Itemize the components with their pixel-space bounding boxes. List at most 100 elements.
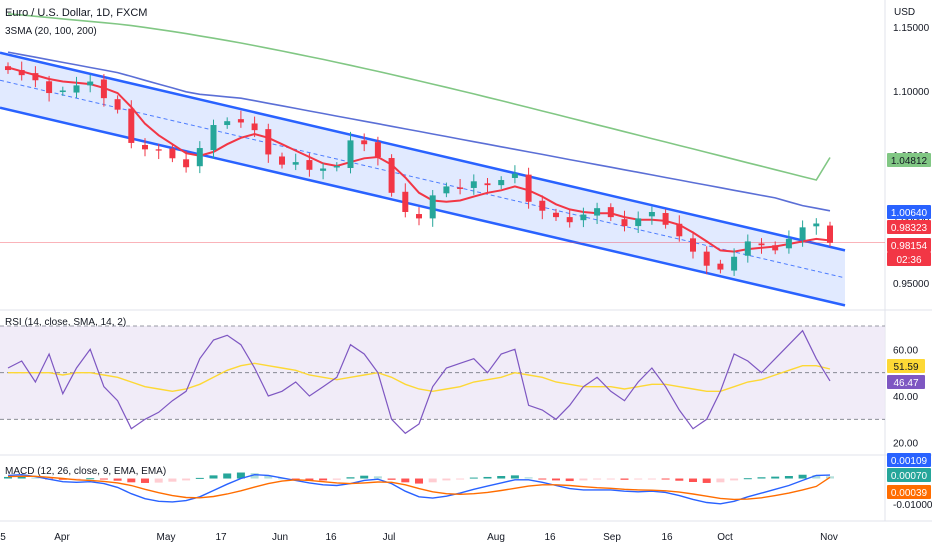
time-axis-label: Oct	[717, 532, 733, 543]
macd-histogram-bar	[510, 475, 519, 479]
candle-body	[142, 144, 148, 150]
candle-body	[306, 160, 313, 170]
macd-histogram-bar	[209, 475, 218, 479]
rsi-badge-label: 46.47	[893, 378, 918, 389]
candle-body	[553, 212, 559, 218]
candle-body	[594, 208, 601, 216]
candle-body	[87, 81, 94, 86]
candle-body	[32, 73, 39, 81]
macd-histogram-bar	[168, 478, 177, 482]
candle-body	[648, 211, 655, 217]
candle-body	[772, 245, 779, 251]
macd-histogram-bar	[634, 478, 643, 480]
macd-signal-line	[7, 475, 831, 501]
macd-title: MACD (12, 26, close, 9, EMA, EMA)	[5, 466, 166, 477]
time-axis-label: 5	[0, 532, 6, 543]
price-axis-currency: USD	[894, 7, 915, 18]
macd-histogram-bar	[4, 476, 12, 479]
rsi-line	[7, 329, 831, 435]
macd-histogram-bar	[332, 478, 341, 480]
macd-histogram-bar	[154, 478, 163, 483]
macd-histogram-bar	[483, 476, 492, 479]
candle-body	[18, 70, 25, 76]
candle-body	[511, 173, 518, 178]
candle-body	[114, 99, 121, 110]
candle-body	[758, 243, 765, 246]
macd-histogram-bar	[319, 478, 328, 481]
macd-badge	[887, 468, 931, 482]
candle-body	[621, 219, 628, 227]
rsi-tick-label: 60.00	[893, 345, 918, 356]
candle-body	[566, 217, 573, 223]
macd-histogram-bar	[387, 478, 396, 480]
candle-body	[224, 121, 231, 126]
candle-body	[237, 119, 244, 123]
macd-badge	[887, 485, 931, 499]
candle-body	[484, 183, 491, 186]
price-badge-label: 0.98154	[891, 241, 928, 252]
time-axis-label: Jul	[383, 532, 396, 543]
macd-histogram-bar	[442, 478, 451, 481]
candle-body	[607, 207, 614, 218]
time-axis-label: 16	[661, 532, 673, 543]
candle-body	[539, 200, 546, 211]
macd-histogram-bar	[86, 478, 95, 480]
macd-histogram-bar	[415, 478, 423, 484]
channel-upper-line	[0, 51, 846, 252]
price-badge	[887, 238, 931, 252]
time-axis-label: 16	[544, 532, 556, 543]
price-tick-label: 1.10000	[893, 87, 930, 98]
candle-body	[813, 223, 820, 227]
macd-histogram-bar	[291, 478, 300, 480]
time-axis-label: Aug	[487, 532, 505, 543]
macd-histogram-bar	[456, 478, 465, 480]
candle-body	[374, 142, 381, 157]
macd-histogram-bar	[716, 478, 725, 483]
macd-histogram-bar	[72, 478, 81, 480]
rsi-title: RSI (14, close, SMA, 14, 2)	[5, 317, 126, 328]
macd-histogram-bar	[428, 478, 437, 483]
time-axis-label: Apr	[54, 532, 70, 543]
macd-histogram-bar	[360, 475, 369, 479]
candles-group	[5, 61, 833, 276]
macd-histogram-bar	[606, 478, 615, 480]
macd-histogram-bar	[812, 475, 821, 479]
macd-line	[7, 473, 831, 505]
rsi-badge	[887, 359, 925, 373]
channel-lower-line	[0, 106, 846, 307]
candle-body	[265, 129, 272, 155]
candle-body	[662, 213, 669, 225]
price-badge-label: 02:36	[896, 255, 921, 266]
candle-body	[525, 174, 532, 202]
macd-badge-label: 0.00109	[891, 456, 928, 467]
candle-body	[799, 227, 806, 240]
candle-body	[333, 165, 340, 168]
candle-body	[279, 156, 285, 165]
macd-badge	[887, 453, 931, 467]
macd-histogram-bar	[579, 478, 588, 481]
sma200-line	[7, 13, 831, 181]
candle-body	[251, 123, 258, 131]
macd-histogram-bar	[223, 473, 232, 479]
macd-histogram-bar	[497, 476, 506, 479]
channel-fill	[0, 52, 845, 306]
time-axis-label: May	[157, 532, 176, 543]
macd-histogram-bar	[730, 478, 739, 481]
price-badge-label: 1.00640	[891, 208, 928, 219]
macd-histogram-bar	[113, 478, 122, 481]
candle-body	[361, 140, 368, 145]
candle-body	[717, 263, 724, 270]
candle-body	[443, 186, 450, 194]
candle-body	[320, 168, 327, 171]
macd-badge-label: 0.00039	[891, 488, 928, 499]
candle-body	[388, 158, 395, 193]
macd-histogram-bar	[141, 478, 149, 483]
macd-badge-label: 0.00070	[891, 471, 928, 482]
macd-histogram-bar	[524, 477, 533, 479]
sma100-line	[7, 51, 831, 212]
candle-body	[169, 148, 176, 159]
candle-body	[676, 223, 683, 237]
time-axis-label: 16	[325, 532, 337, 543]
candle-body	[183, 159, 190, 168]
